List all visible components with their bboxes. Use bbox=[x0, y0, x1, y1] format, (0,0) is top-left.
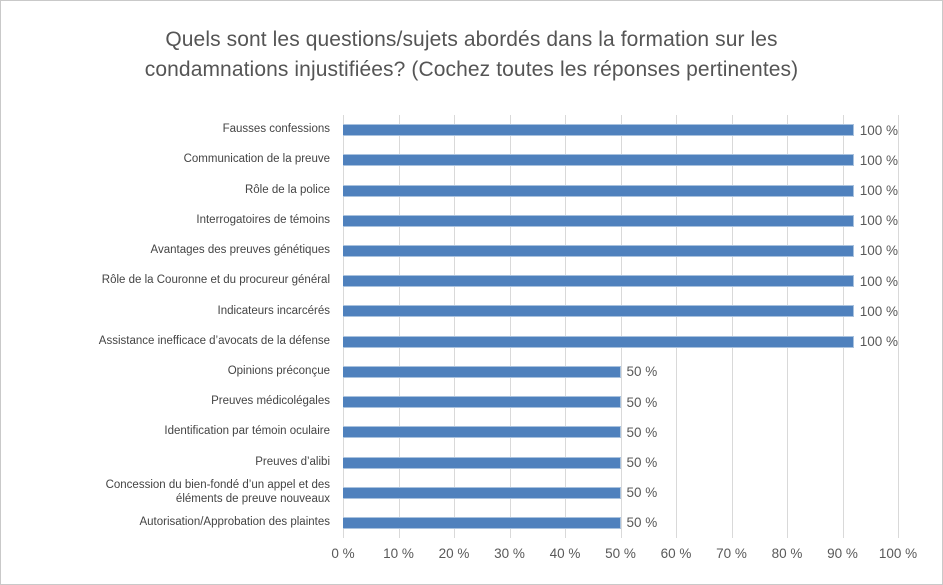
category-label: Fausses confessions bbox=[222, 123, 330, 136]
bar-value-label: 100 % bbox=[859, 122, 898, 138]
x-axis-tick-label: 40 % bbox=[549, 546, 581, 561]
x-axis-tick-label: 0 % bbox=[331, 546, 355, 561]
category-label: Indicateurs incarcérés bbox=[217, 304, 331, 317]
bar-value-label: 50 % bbox=[626, 394, 658, 410]
category-label: Interrogatoires de témoins bbox=[196, 213, 330, 226]
bar bbox=[343, 305, 854, 318]
gridline bbox=[620, 115, 622, 538]
x-axis-tick-label: 30 % bbox=[494, 546, 525, 561]
bar bbox=[343, 426, 621, 439]
category-label: Rôle de la police bbox=[244, 183, 330, 196]
bar-value-label: 50 % bbox=[626, 485, 658, 501]
bar-row: 100 % bbox=[343, 296, 898, 326]
x-axis-tick-label: 20 % bbox=[438, 546, 470, 561]
bar-rows: 100 % 100 % 100 % 100 % 100 % 100 % 100 % 100 %… bbox=[343, 115, 898, 538]
gridline bbox=[565, 115, 566, 538]
category-label: Assistance inefficace d’avocats de la dé… bbox=[98, 334, 330, 347]
bar-value-label: 100 % bbox=[859, 152, 898, 168]
bar-row: 50 % bbox=[343, 478, 898, 508]
bar-row: 100 % bbox=[343, 175, 898, 205]
bar-value-label: 100 % bbox=[859, 273, 898, 289]
bar-value-label: 100 % bbox=[859, 243, 898, 259]
bar-value-label: 50 % bbox=[626, 515, 658, 531]
bar bbox=[343, 275, 854, 288]
gridline bbox=[454, 115, 455, 538]
x-axis-tick-label: 90 % bbox=[827, 546, 858, 561]
category-label: Avantages des preuves génétiques bbox=[150, 244, 330, 257]
gridline bbox=[398, 115, 400, 538]
bar-row: 100 % bbox=[343, 266, 898, 296]
bar bbox=[343, 335, 854, 348]
bar-value-label: 50 % bbox=[626, 455, 658, 471]
bar bbox=[343, 365, 621, 378]
plot-area: 100 % 100 % 100 % 100 % 100 % 100 % 100 % 100 %… bbox=[343, 115, 899, 538]
bar-row: 50 % bbox=[343, 508, 898, 538]
bar bbox=[343, 124, 854, 137]
x-axis-tick-label: 100 % bbox=[878, 546, 918, 561]
gridline bbox=[842, 115, 844, 538]
bar bbox=[343, 516, 621, 529]
x-axis-tick-label: 70 % bbox=[716, 546, 747, 561]
category-label: Identification par témoin oculaire bbox=[164, 425, 330, 438]
bar-row: 100 % bbox=[343, 145, 898, 175]
gridline bbox=[787, 115, 788, 538]
bar bbox=[343, 456, 621, 469]
bar-value-label: 100 % bbox=[859, 334, 898, 350]
chart-title: Quels sont les questions/sujets abordés … bbox=[144, 28, 799, 82]
bar-row: 50 % bbox=[343, 417, 898, 447]
category-label: Opinions préconçue bbox=[227, 364, 330, 377]
gridline bbox=[676, 115, 677, 538]
bar-value-label: 50 % bbox=[626, 364, 658, 380]
gridline bbox=[343, 115, 344, 538]
bar-row: 50 % bbox=[343, 447, 898, 477]
gridline bbox=[509, 115, 511, 538]
bar bbox=[343, 486, 621, 499]
bar-value-label: 100 % bbox=[859, 213, 898, 229]
bar-row: 50 % bbox=[343, 357, 898, 387]
bar-row: 50 % bbox=[343, 387, 898, 417]
bar bbox=[343, 154, 854, 167]
category-label: Preuves d’alibi bbox=[255, 455, 330, 468]
category-label: Concession du bien-fondé d’un appel et d… bbox=[105, 478, 330, 505]
x-axis-tick-label: 60 % bbox=[660, 546, 692, 561]
x-axis-tick-label: 10 % bbox=[383, 546, 414, 561]
bar bbox=[343, 184, 854, 197]
bar-row: 100 % bbox=[343, 236, 898, 266]
category-label: Preuves médicolégales bbox=[211, 395, 330, 408]
bar bbox=[343, 244, 854, 257]
bar bbox=[343, 214, 854, 227]
bar-row: 100 % bbox=[343, 115, 898, 145]
x-axis-tick-label: 50 % bbox=[605, 546, 636, 561]
gridline bbox=[731, 115, 733, 538]
value-axis: 0 % 10 % 20 % 30 % 40 % 50 % 60 % 70 % 80 % 90 % 1… bbox=[331, 546, 917, 568]
bar-value-label: 50 % bbox=[626, 424, 658, 440]
bar-row: 100 % bbox=[343, 206, 898, 236]
gridline bbox=[898, 115, 899, 538]
bar-value-label: 100 % bbox=[859, 183, 898, 199]
bar-value-label: 100 % bbox=[859, 303, 898, 319]
category-axis: Fausses confessions Communication de la p… bbox=[21, 115, 337, 538]
x-axis-tick-label: 80 % bbox=[771, 546, 803, 561]
bar bbox=[343, 396, 621, 409]
bar-row: 100 % bbox=[343, 327, 898, 357]
category-label: Autorisation/Approbation des plaintes bbox=[139, 516, 330, 529]
category-label: Rôle de la Couronne et du procureur géné… bbox=[101, 274, 330, 287]
category-label: Communication de la preuve bbox=[183, 153, 330, 166]
